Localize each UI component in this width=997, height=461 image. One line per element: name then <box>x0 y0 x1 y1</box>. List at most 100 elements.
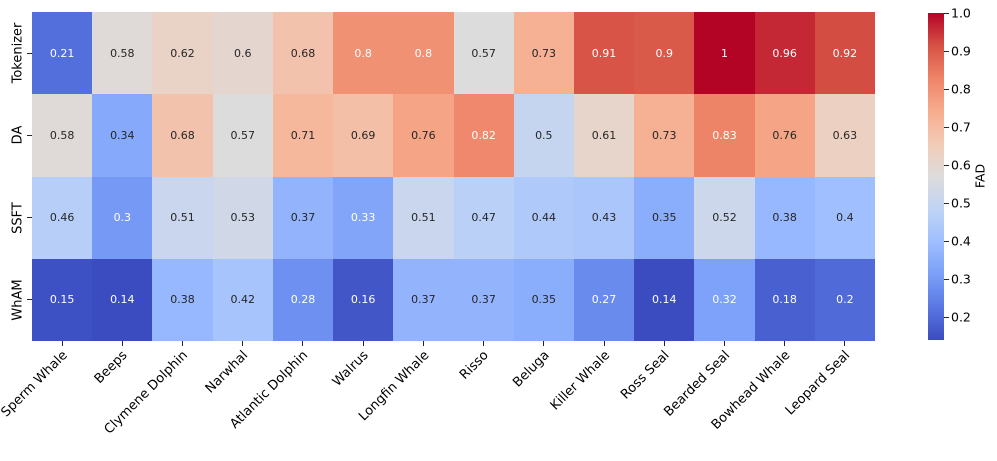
cell-value: 0.35 <box>531 293 557 307</box>
cell-value: 0.38 <box>170 293 195 307</box>
cell-value: 0.14 <box>110 293 135 307</box>
cell-value: 0.63 <box>832 128 858 142</box>
heatmap-cell: 0.16 <box>333 258 394 341</box>
cell-value: 0.9 <box>655 46 673 60</box>
heatmap-cell: 1 <box>694 12 755 95</box>
cell-value: 0.44 <box>531 211 557 225</box>
cell-value: 0.14 <box>651 293 677 307</box>
cell-value: 0.37 <box>411 293 436 307</box>
heatmap-cell: 0.14 <box>634 258 695 341</box>
heatmap-cell: 0.37 <box>393 258 454 341</box>
x-tick <box>663 341 665 346</box>
cell-value: 0.51 <box>411 211 436 225</box>
cell-value: 0.3 <box>113 211 132 225</box>
heatmap-cell: 0.4 <box>814 176 875 259</box>
x-tick <box>302 341 304 346</box>
x-tick-label: Sperm Whale <box>0 348 71 421</box>
heatmap-cell: 0.34 <box>92 94 153 177</box>
cell-value: 0.68 <box>170 128 195 142</box>
cell-value: 0.37 <box>471 293 496 307</box>
cell-value: 0.57 <box>230 128 255 142</box>
heatmap-cell: 0.71 <box>272 94 334 177</box>
colorbar-tick <box>944 202 949 204</box>
cell-value: 0.62 <box>170 46 195 60</box>
cell-value: 0.42 <box>230 293 255 307</box>
cell-value: 0.68 <box>290 46 316 60</box>
heatmap-cell: 0.53 <box>212 176 273 259</box>
x-tick <box>61 341 63 346</box>
x-tick-label: Beluga <box>510 348 553 391</box>
x-tick <box>844 341 846 346</box>
cell-value: 0.73 <box>531 46 557 60</box>
heatmap-cell: 0.91 <box>573 12 635 95</box>
cell-value: 0.52 <box>712 211 737 225</box>
x-tick <box>362 341 364 346</box>
y-tick <box>27 299 32 301</box>
heatmap-cell: 0.82 <box>453 94 514 177</box>
cell-value: 0.8 <box>354 46 372 60</box>
heatmap-cell: 0.33 <box>333 176 394 259</box>
colorbar-tick-label: 0.3 <box>951 271 971 287</box>
cell-value: 0.38 <box>772 211 797 225</box>
heatmap-cell: 0.73 <box>513 12 574 95</box>
cell-value: 0.51 <box>170 211 195 225</box>
cell-value: 0.18 <box>772 293 797 307</box>
x-tick <box>242 341 244 346</box>
heatmap-cell: 0.9 <box>634 12 695 95</box>
heatmap-cell: 0.68 <box>152 94 213 177</box>
cell-value: 0.21 <box>49 46 75 60</box>
x-tick-label: Narwhal <box>202 348 252 397</box>
cell-value: 0.46 <box>49 211 75 225</box>
heatmap-cell: 0.38 <box>152 258 213 341</box>
x-tick-label: Killer Whale <box>547 348 613 414</box>
heatmap-cell: 0.58 <box>32 94 93 177</box>
cell-value: 0.91 <box>591 46 617 60</box>
cell-value: 0.16 <box>350 293 376 307</box>
heatmap-cell: 0.42 <box>212 258 273 341</box>
cell-value: 0.15 <box>49 293 75 307</box>
cell-value: 0.27 <box>591 293 617 307</box>
y-tick-label: WhAM <box>10 279 26 321</box>
cell-value: 0.83 <box>712 128 737 142</box>
x-tick <box>121 341 123 346</box>
heatmap-cell: 0.35 <box>634 176 695 259</box>
heatmap-cell: 0.96 <box>754 12 815 95</box>
heatmap-cell: 0.28 <box>272 258 334 341</box>
y-tick-label: Tokenizer <box>10 22 26 84</box>
x-tick <box>723 341 725 346</box>
x-tick-label: Risso <box>457 348 493 383</box>
heatmap-cell: 0.3 <box>92 176 153 259</box>
cell-value: 0.69 <box>350 128 376 142</box>
y-tick <box>27 134 32 136</box>
cell-value: 1 <box>720 46 728 60</box>
x-tick <box>784 341 786 346</box>
colorbar-tick-label: 0.9 <box>951 43 971 59</box>
cell-value: 0.92 <box>832 46 858 60</box>
colorbar-tick-label: 1.0 <box>951 5 971 21</box>
y-tick-label: SSFT <box>10 201 26 234</box>
colorbar <box>928 13 944 340</box>
cell-value: 0.6 <box>233 46 252 60</box>
y-tick-label: DA <box>10 126 26 145</box>
cell-value: 0.58 <box>110 46 135 60</box>
heatmap-cell: 0.6 <box>212 12 273 95</box>
heatmap-cell: 0.69 <box>333 94 394 177</box>
colorbar-tick-label: 0.7 <box>951 119 971 135</box>
colorbar-tick <box>944 278 949 280</box>
heatmap-cell: 0.73 <box>634 94 695 177</box>
colorbar-tick-label: 0.4 <box>951 233 971 249</box>
heatmap-cell: 0.14 <box>92 258 153 341</box>
cell-value: 0.76 <box>411 128 436 142</box>
heatmap-cell: 0.5 <box>513 94 574 177</box>
colorbar-tick <box>944 50 949 52</box>
heatmap-cell: 0.52 <box>694 176 755 259</box>
x-tick <box>543 341 545 346</box>
heatmap-cell: 0.57 <box>212 94 273 177</box>
cell-value: 0.37 <box>290 211 316 225</box>
x-tick <box>603 341 605 346</box>
heatmap-cell: 0.32 <box>694 258 755 341</box>
heatmap-cell: 0.8 <box>333 12 394 95</box>
colorbar-axis-label: FAD <box>972 163 988 189</box>
heatmap-cell: 0.2 <box>814 258 875 341</box>
heatmap-cell: 0.44 <box>513 176 574 259</box>
